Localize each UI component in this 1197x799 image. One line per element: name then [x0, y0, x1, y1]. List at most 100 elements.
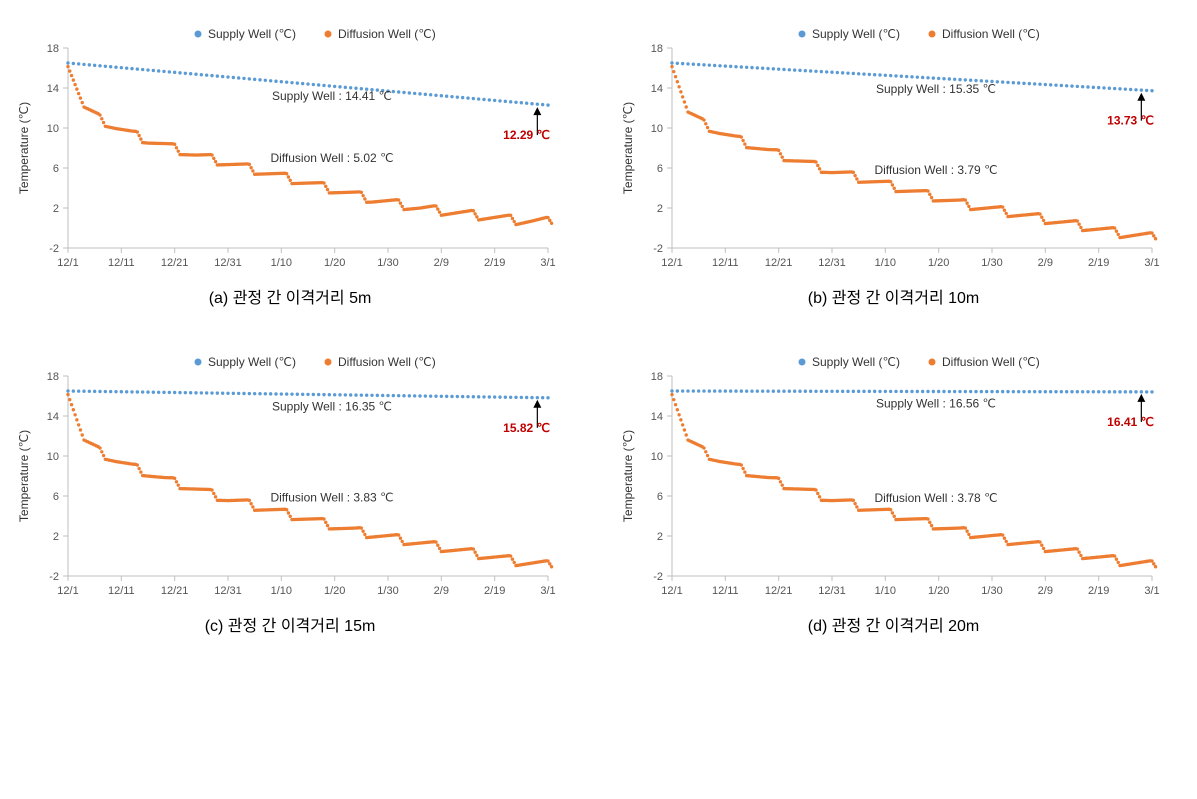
svg-text:1/10: 1/10: [271, 585, 292, 597]
svg-text:18: 18: [47, 43, 59, 55]
svg-text:6: 6: [53, 163, 59, 175]
svg-text:12/1: 12/1: [57, 585, 78, 597]
svg-text:Supply Well (℃): Supply Well (℃): [812, 27, 900, 41]
svg-text:10: 10: [650, 451, 662, 463]
svg-text:12/11: 12/11: [108, 585, 135, 597]
chart-b: -2 2 6 10 14 18 12/1 12/11 12/21 12/31 1/10 1/20 1/3…: [614, 20, 1174, 270]
svg-text:2: 2: [656, 203, 662, 215]
svg-text:Diffusion Well (℃): Diffusion Well (℃): [338, 27, 436, 41]
svg-text:Diffusion Well (℃): Diffusion Well (℃): [942, 355, 1040, 369]
panel-c: -2 2 6 10 14 18 12/1 12/11 12/21 12/31 1/10 1/20 1/3…: [10, 348, 570, 636]
svg-text:2/19: 2/19: [1087, 585, 1108, 597]
svg-text:Diffusion Well : 3.83 ℃: Diffusion Well : 3.83 ℃: [270, 491, 393, 505]
chart-grid: -2 2 6 10 14 18 12/1 12/11 12/21 12/31 1/10 1/20 1/3…: [10, 20, 1187, 636]
svg-text:1/30: 1/30: [377, 257, 398, 269]
svg-text:2/19: 2/19: [484, 585, 505, 597]
svg-text:-2: -2: [49, 571, 59, 583]
svg-text:13.73 ℃: 13.73 ℃: [1107, 114, 1154, 128]
svg-text:10: 10: [47, 451, 59, 463]
svg-text:Diffusion Well : 3.79 ℃: Diffusion Well : 3.79 ℃: [874, 163, 997, 177]
svg-text:10: 10: [47, 123, 59, 135]
svg-text:12/31: 12/31: [214, 257, 242, 269]
svg-text:-2: -2: [49, 243, 59, 255]
caption-b: (b) 관정 간 이격거리 10m: [614, 284, 1174, 308]
svg-text:Supply Well : 14.41 ℃: Supply Well : 14.41 ℃: [272, 89, 392, 103]
svg-text:Diffusion Well (℃): Diffusion Well (℃): [942, 27, 1040, 41]
svg-text:1/30: 1/30: [377, 585, 398, 597]
svg-text:12/1: 12/1: [661, 585, 682, 597]
svg-text:12/31: 12/31: [214, 585, 242, 597]
svg-text:Diffusion Well : 5.02 ℃: Diffusion Well : 5.02 ℃: [270, 151, 393, 165]
svg-text:12/11: 12/11: [711, 257, 738, 269]
svg-text:2: 2: [656, 531, 662, 543]
svg-text:12.29 ℃: 12.29 ℃: [503, 128, 550, 142]
svg-text:16.41 ℃: 16.41 ℃: [1107, 415, 1154, 429]
svg-text:3/1: 3/1: [1144, 585, 1159, 597]
svg-text:6: 6: [53, 491, 59, 503]
svg-text:12/21: 12/21: [764, 257, 792, 269]
svg-text:14: 14: [47, 83, 59, 95]
svg-text:Supply Well (℃): Supply Well (℃): [208, 355, 296, 369]
svg-text:Supply Well : 15.35 ℃: Supply Well : 15.35 ℃: [876, 82, 996, 96]
svg-text:6: 6: [656, 491, 662, 503]
svg-text:3/1: 3/1: [540, 257, 555, 269]
svg-text:1/10: 1/10: [874, 585, 895, 597]
svg-text:18: 18: [47, 371, 59, 383]
svg-text:1/20: 1/20: [324, 585, 345, 597]
caption-d: (d) 관정 간 이격거리 20m: [614, 612, 1174, 636]
svg-text:Temperature (℃): Temperature (℃): [17, 102, 31, 194]
svg-text:2/9: 2/9: [1037, 585, 1052, 597]
svg-text:Supply Well : 16.56 ℃: Supply Well : 16.56 ℃: [876, 396, 996, 410]
svg-text:Supply Well (℃): Supply Well (℃): [812, 355, 900, 369]
caption-a: (a) 관정 간 이격거리 5m: [10, 284, 570, 308]
svg-text:10: 10: [650, 123, 662, 135]
panel-d: -2 2 6 10 14 18 12/1 12/11 12/21 12/31 1/10 1/20 1/3…: [614, 348, 1174, 636]
svg-text:12/21: 12/21: [161, 585, 189, 597]
svg-text:Temperature (℃): Temperature (℃): [621, 430, 635, 522]
svg-text:6: 6: [656, 163, 662, 175]
svg-text:12/31: 12/31: [818, 257, 846, 269]
svg-text:2: 2: [53, 203, 59, 215]
svg-text:12/31: 12/31: [818, 585, 846, 597]
svg-text:2: 2: [53, 531, 59, 543]
svg-text:12/11: 12/11: [108, 257, 135, 269]
svg-text:2/9: 2/9: [434, 257, 449, 269]
chart-c: -2 2 6 10 14 18 12/1 12/11 12/21 12/31 1/10 1/20 1/3…: [10, 348, 570, 598]
svg-text:2/9: 2/9: [434, 585, 449, 597]
svg-text:18: 18: [650, 371, 662, 383]
svg-text:12/21: 12/21: [161, 257, 189, 269]
svg-text:12/1: 12/1: [661, 257, 682, 269]
chart-d: -2 2 6 10 14 18 12/1 12/11 12/21 12/31 1/10 1/20 1/3…: [614, 348, 1174, 598]
svg-text:14: 14: [650, 411, 662, 423]
svg-text:14: 14: [47, 411, 59, 423]
svg-text:-2: -2: [653, 243, 663, 255]
caption-c: (c) 관정 간 이격거리 15m: [10, 612, 570, 636]
svg-text:14: 14: [650, 83, 662, 95]
svg-text:12/21: 12/21: [764, 585, 792, 597]
svg-text:2/19: 2/19: [484, 257, 505, 269]
svg-text:Supply Well (℃): Supply Well (℃): [208, 27, 296, 41]
svg-text:2/19: 2/19: [1087, 257, 1108, 269]
svg-text:1/20: 1/20: [927, 585, 948, 597]
svg-text:2/9: 2/9: [1037, 257, 1052, 269]
svg-text:1/20: 1/20: [324, 257, 345, 269]
svg-text:1/10: 1/10: [271, 257, 292, 269]
svg-text:Temperature (℃): Temperature (℃): [621, 102, 635, 194]
svg-text:Diffusion Well : 3.78 ℃: Diffusion Well : 3.78 ℃: [874, 491, 997, 505]
svg-text:3/1: 3/1: [1144, 257, 1159, 269]
svg-text:Supply Well : 16.35 ℃: Supply Well : 16.35 ℃: [272, 399, 392, 413]
svg-text:1/20: 1/20: [927, 257, 948, 269]
svg-text:1/10: 1/10: [874, 257, 895, 269]
panel-a: -2 2 6 10 14 18 12/1 12/11 12/21 12/31 1/10 1/20 1/3…: [10, 20, 570, 308]
svg-text:Temperature (℃): Temperature (℃): [17, 430, 31, 522]
panel-b: -2 2 6 10 14 18 12/1 12/11 12/21 12/31 1/10 1/20 1/3…: [614, 20, 1174, 308]
svg-text:15.82 ℃: 15.82 ℃: [503, 421, 550, 435]
svg-text:12/1: 12/1: [57, 257, 78, 269]
svg-text:1/30: 1/30: [981, 585, 1002, 597]
svg-text:3/1: 3/1: [540, 585, 555, 597]
svg-text:Diffusion Well (℃): Diffusion Well (℃): [338, 355, 436, 369]
svg-text:18: 18: [650, 43, 662, 55]
svg-text:12/11: 12/11: [711, 585, 738, 597]
svg-text:-2: -2: [653, 571, 663, 583]
svg-text:1/30: 1/30: [981, 257, 1002, 269]
